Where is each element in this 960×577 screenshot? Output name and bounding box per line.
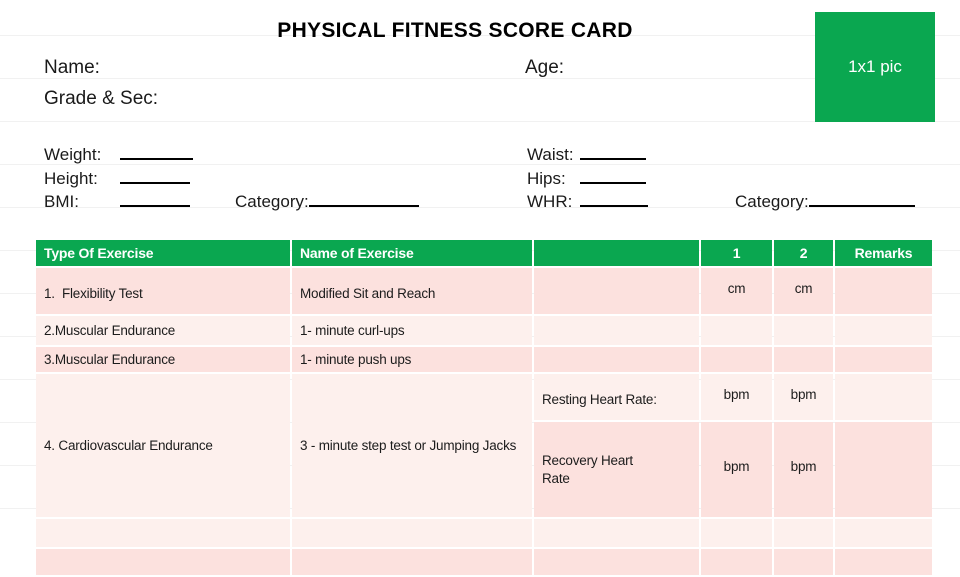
trial-1-cell [701, 347, 772, 372]
table-header-row: Type Of Exercise Name of Exercise 1 2 Re… [36, 240, 932, 266]
grade-sec-field: Grade & Sec: [44, 88, 158, 110]
header-trial-2: 2 [774, 240, 833, 266]
empty-cell [534, 347, 699, 372]
header-name-of-exercise: Name of Exercise [292, 240, 532, 266]
name-field: Name: [44, 57, 100, 79]
page-title: PHYSICAL FITNESS SCORE CARD [277, 19, 633, 42]
table-row-empty-1 [36, 519, 932, 548]
bmi-value-line [120, 189, 190, 207]
empty-cell [774, 549, 833, 576]
trial-2-unit-cell: bpm [774, 422, 833, 518]
trial-1-unit-cell: bpm [701, 374, 772, 420]
header-remarks: Remarks [835, 240, 932, 266]
exercise-type-cell: 4. Cardiovascular Endurance [36, 374, 290, 518]
remarks-cell [835, 347, 932, 372]
photo-placeholder-label: 1x1 pic [848, 57, 902, 76]
photo-placeholder: 1x1 pic [815, 12, 935, 122]
exercise-type-cell: 2.Muscular Endurance [36, 316, 290, 345]
empty-cell [534, 316, 699, 345]
age-label: Age: [525, 57, 565, 78]
whr-category-field: Category: [735, 189, 915, 212]
exercise-type-cell: 1. Flexibility Test [36, 268, 290, 314]
empty-cell [701, 519, 772, 548]
recovery-heart-rate-cell: Recovery Heart Rate [534, 422, 699, 518]
waist-value-line [580, 142, 646, 160]
empty-cell [36, 519, 290, 548]
trial-2-unit-cell: bpm [774, 374, 833, 420]
whr-label: WHR: [527, 192, 573, 211]
empty-cell [534, 549, 699, 576]
bmi-category-line [308, 189, 419, 207]
weight-value-line [120, 142, 193, 160]
header-trial-1: 1 [701, 240, 772, 266]
remarks-cell [835, 374, 932, 420]
bmi-category-label: Category: [235, 192, 309, 211]
whr-category-line [808, 189, 915, 207]
whr-value-line [580, 189, 648, 207]
weight-field: Weight: [44, 142, 193, 165]
table-row-empty-2 [36, 549, 932, 576]
trial-1-unit-cell: bpm [701, 422, 772, 518]
trial-1-unit-cell: cm [701, 268, 772, 314]
resting-heart-rate-cell: Resting Heart Rate: [534, 374, 699, 420]
header-type-of-exercise: Type Of Exercise [36, 240, 290, 266]
header-blank [534, 240, 699, 266]
weight-label: Weight: [44, 145, 102, 164]
bmi-field: BMI: [44, 189, 190, 212]
trial-2-cell [774, 347, 833, 372]
remarks-cell [835, 422, 932, 518]
table-row-muscular-endurance-curlups: 2.Muscular Endurance 1- minute curl-ups [36, 316, 932, 345]
exercise-name-cell: 3 - minute step test or Jumping Jacks [292, 374, 532, 518]
empty-cell [701, 549, 772, 576]
height-label: Height: [44, 169, 98, 188]
recovery-heart-rate-label: Recovery Heart Rate [542, 453, 637, 486]
table-row-muscular-endurance-pushups: 3.Muscular Endurance 1- minute push ups [36, 347, 932, 372]
table-row-flexibility: 1. Flexibility Test Modified Sit and Rea… [36, 268, 932, 314]
waist-label: Waist: [527, 145, 574, 164]
remarks-cell [835, 268, 932, 314]
waist-field: Waist: [527, 142, 646, 165]
exercise-name-cell: Modified Sit and Reach [292, 268, 532, 314]
exercise-name-cell: 1- minute curl-ups [292, 316, 532, 345]
table-row-cardio-resting: 4. Cardiovascular Endurance 3 - minute s… [36, 374, 932, 518]
hips-value-line [580, 166, 646, 184]
empty-cell [534, 268, 699, 314]
remarks-cell [835, 316, 932, 345]
hips-label: Hips: [527, 169, 566, 188]
grade-sec-label: Grade & Sec: [44, 88, 159, 109]
exercise-type-cell: 3.Muscular Endurance [36, 347, 290, 372]
bmi-category-field: Category: [235, 189, 419, 212]
empty-cell [774, 519, 833, 548]
trial-2-unit-cell: cm [774, 268, 833, 314]
empty-cell [835, 549, 932, 576]
empty-cell [534, 519, 699, 548]
bmi-label: BMI: [44, 192, 79, 211]
exercise-name-cell: 1- minute push ups [292, 347, 532, 372]
empty-cell [835, 519, 932, 548]
fitness-score-table: Type Of Exercise Name of Exercise 1 2 Re… [34, 238, 934, 577]
hips-field: Hips: [527, 166, 646, 189]
whr-field: WHR: [527, 189, 648, 212]
table-row-cardio-recovery: Recovery Heart Rate bpm bpm [36, 422, 932, 518]
height-field: Height: [44, 166, 190, 189]
whr-category-label: Category: [735, 192, 809, 211]
trial-2-cell [774, 316, 833, 345]
height-value-line [120, 166, 190, 184]
trial-1-cell [701, 316, 772, 345]
name-label: Name: [44, 57, 100, 78]
empty-cell [292, 549, 532, 576]
empty-cell [292, 519, 532, 548]
age-field: Age: [525, 57, 564, 79]
empty-cell [36, 549, 290, 576]
